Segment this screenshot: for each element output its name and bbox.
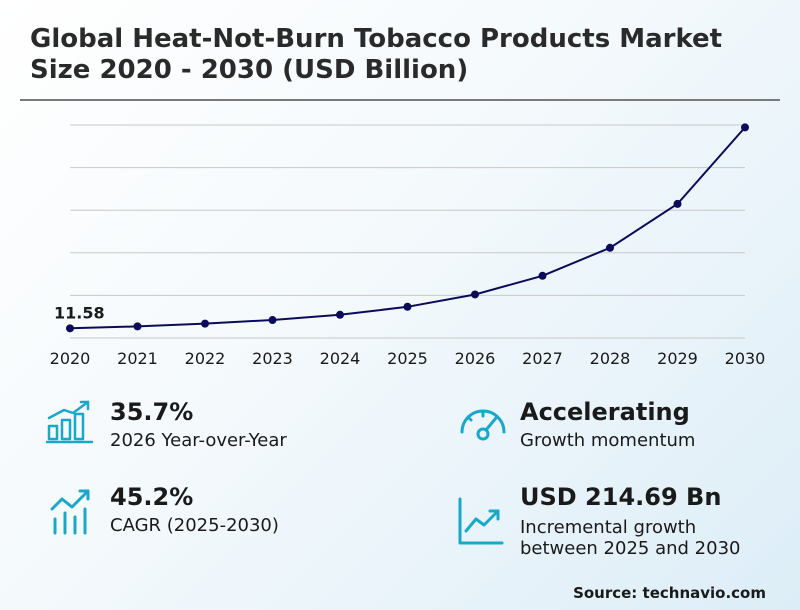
data-label: 11.58 — [54, 303, 105, 322]
bar-chart-growth-icon — [46, 400, 94, 444]
stat-incremental-desc-line2: between 2025 and 2030 — [520, 538, 741, 559]
data-point — [268, 316, 277, 325]
growth-trend-bars-icon — [50, 489, 90, 535]
data-point — [403, 302, 412, 311]
stat-cagr-value: 45.2% — [110, 483, 194, 511]
data-point — [741, 123, 749, 132]
data-point — [336, 310, 344, 319]
stat-momentum: Accelerating Growth momentum — [458, 398, 778, 458]
data-point — [201, 319, 209, 328]
stat-cagr-desc: CAGR (2025-2030) — [110, 515, 279, 536]
x-tick-label: 2026 — [455, 349, 496, 368]
data-point — [606, 243, 614, 252]
series-line — [69, 126, 746, 330]
x-tick-label: 2023 — [252, 349, 293, 368]
stat-cagr: 45.2% CAGR (2025-2030) — [50, 483, 370, 543]
speedometer-icon — [460, 409, 506, 441]
line-chart: 2020 2021 2022 2023 2024 2025 2026 2027 2028 2029… — [50, 123, 766, 368]
data-point — [538, 271, 547, 280]
x-tick-label: 2024 — [320, 349, 361, 368]
stat-yoy: 35.7% 2026 Year-over-Year — [46, 398, 366, 458]
trend-chart-icon — [458, 497, 504, 545]
chart-title: Global Heat-Not-Burn Tobacco Products Ma… — [30, 24, 723, 85]
x-tick-label: 2030 — [725, 349, 766, 368]
data-point — [66, 324, 74, 333]
data-point — [133, 322, 142, 331]
stat-yoy-value: 35.7% — [110, 398, 194, 426]
source-credit: Source: technavio.com — [573, 584, 766, 602]
title-divider — [20, 99, 780, 101]
x-tick-label: 2020 — [50, 349, 91, 368]
stat-momentum-value: Accelerating — [520, 398, 690, 426]
stat-yoy-desc: 2026 Year-over-Year — [110, 430, 287, 451]
data-point — [673, 199, 682, 208]
x-tick-label: 2021 — [117, 349, 158, 368]
stat-incremental: USD 214.69 Bn Incremental growth between… — [456, 483, 786, 563]
stat-momentum-desc: Growth momentum — [520, 430, 696, 451]
x-tick-label: 2022 — [185, 349, 226, 368]
x-tick-label: 2029 — [657, 349, 698, 368]
x-tick-label: 2027 — [522, 349, 563, 368]
stat-incremental-value: USD 214.69 Bn — [520, 483, 722, 511]
data-point — [471, 290, 479, 299]
x-tick-label: 2028 — [590, 349, 631, 368]
x-tick-label: 2025 — [387, 349, 428, 368]
stat-incremental-desc-line1: Incremental growth — [520, 517, 697, 538]
